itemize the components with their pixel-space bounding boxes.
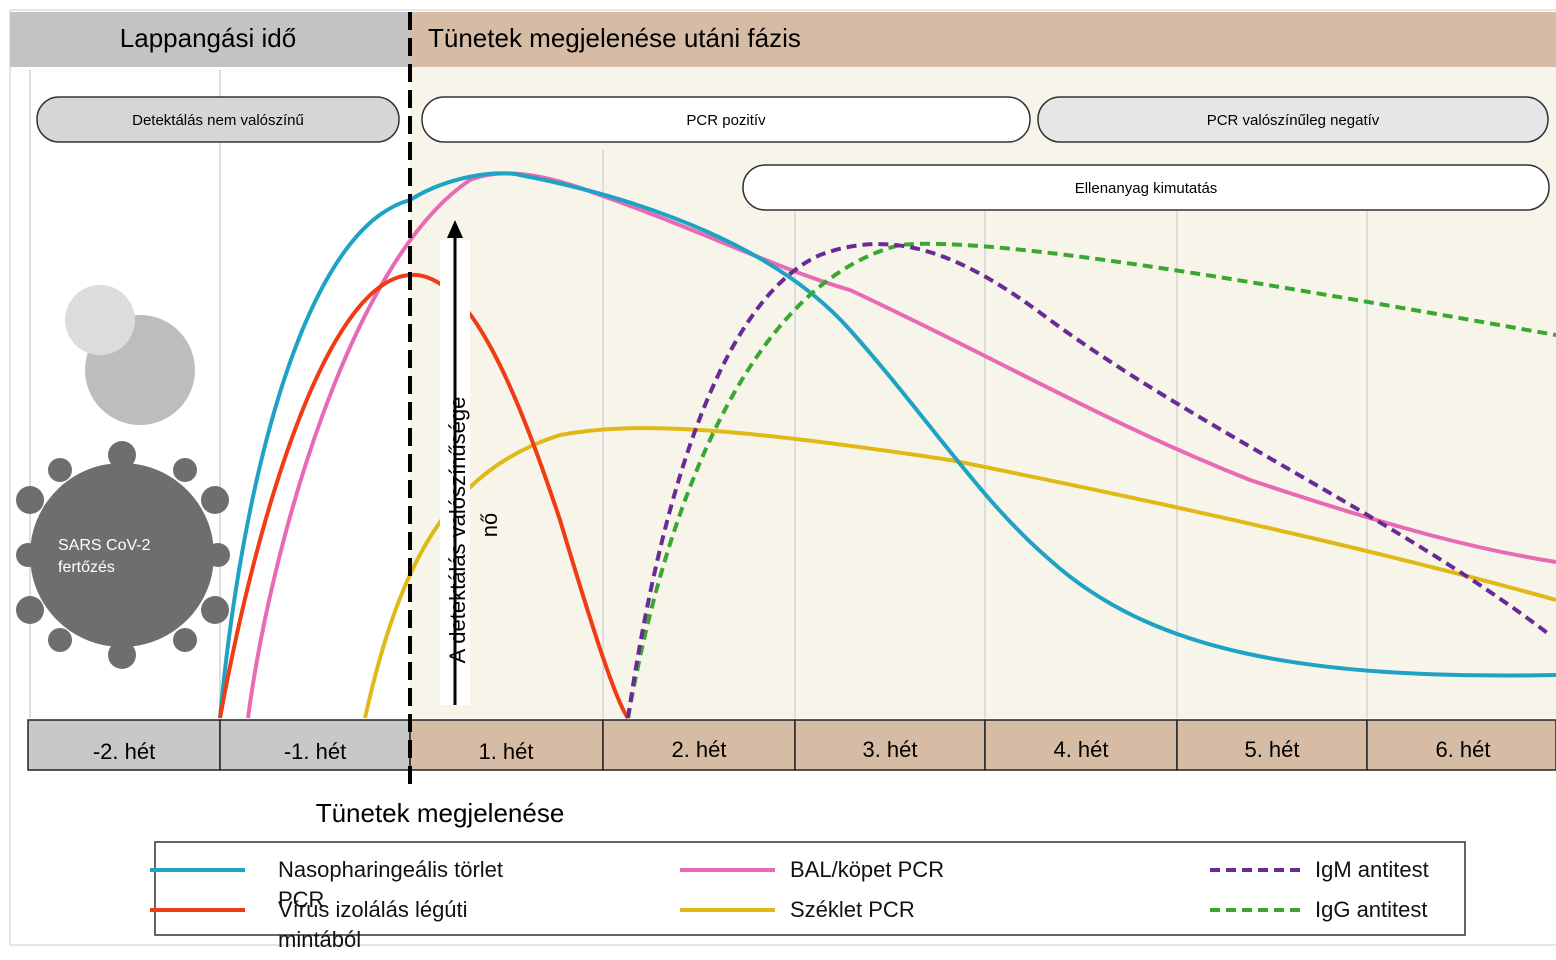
pill-text: Ellenanyag kimutatás [1075, 180, 1218, 197]
virus-label: SARS CoV-2 fertőzés [58, 535, 168, 579]
pill-text: Detektálás nem valószínű [132, 112, 304, 129]
diagram: Lappangási idő Tünetek megjelenése utáni… [0, 0, 1556, 960]
legend-label: IgG antitest [1315, 895, 1555, 925]
onset-label: Tünetek megjelenése [316, 798, 565, 828]
week-label: 1. hét [478, 739, 533, 764]
arrow-label: nő [477, 513, 502, 537]
arrow-label: A detektálás valószínűsége [445, 397, 470, 664]
canvas: Lappangási idő Tünetek megjelenése utáni… [0, 0, 1556, 960]
week-label: 5. hét [1244, 737, 1299, 762]
phase-title: Tünetek megjelenése utáni fázis [428, 23, 801, 53]
phase-title: Lappangási idő [120, 23, 296, 53]
virus-icon [65, 285, 195, 425]
week-label: 3. hét [862, 737, 917, 762]
pill-text: PCR valószínűleg negatív [1207, 112, 1380, 129]
legend-label: Vírus izolálás légúti mintából [278, 895, 518, 955]
legend-label: BAL/köpet PCR [790, 855, 1030, 885]
legend-label: Széklet PCR [790, 895, 1030, 925]
week-label: -2. hét [93, 739, 155, 764]
week-label: 6. hét [1435, 737, 1490, 762]
pill-text: PCR pozitív [686, 112, 766, 129]
legend-label: IgM antitest [1315, 855, 1555, 885]
week-label: 2. hét [671, 737, 726, 762]
week-label: -1. hét [284, 739, 346, 764]
week-label: 4. hét [1053, 737, 1108, 762]
